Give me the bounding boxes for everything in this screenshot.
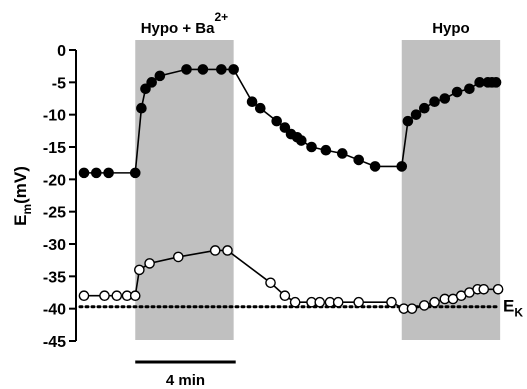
y-tick-label-3: -15 — [43, 140, 66, 157]
series-layer — [78, 64, 504, 314]
y-tick-label-4: -20 — [43, 172, 66, 189]
series-2-point-9 — [222, 245, 233, 256]
series-1-point-3 — [129, 167, 141, 179]
y-tick-label-8: -40 — [43, 302, 66, 319]
label-layer: Hypo + Ba2+ Hypo 4 min — [135, 10, 470, 389]
series-1-point-19 — [306, 141, 317, 153]
y-axis-title: Em(mV) — [11, 166, 34, 226]
treatment-band-1 — [135, 40, 234, 340]
y-tick-label-0: 0 — [57, 43, 66, 60]
series-1-point-24 — [396, 161, 408, 172]
series-1-point-5 — [140, 83, 151, 95]
series-2-point-17 — [353, 296, 365, 308]
band-label-1: Hypo + Ba2+ — [141, 10, 228, 37]
series-2-point-20 — [406, 303, 418, 314]
series-1-point-29 — [439, 93, 451, 104]
series-1-point-12 — [246, 96, 258, 108]
series-1-point-23 — [369, 161, 381, 172]
series-2-point-7 — [172, 251, 184, 263]
y-axis: 0 -5 -10 -15 -20 -25 -30 -35 -40 -45 Em(mV) — [11, 43, 77, 351]
series-1-point-10 — [216, 64, 227, 75]
series-1-point-25 — [402, 115, 414, 127]
series-1-point-9 — [197, 64, 209, 75]
series-2-point-14 — [314, 296, 326, 308]
series-1-point-15 — [279, 122, 291, 133]
series-1-point-0 — [78, 167, 90, 179]
bands-layer — [135, 40, 501, 340]
series-2-point-22 — [429, 296, 440, 308]
series-1-point-4 — [136, 102, 147, 114]
series-1-point-21 — [336, 148, 348, 159]
y-tick-label-2: -10 — [43, 108, 66, 125]
y-tick-label-9: -45 — [43, 334, 66, 351]
y-tick-label-5: -25 — [43, 205, 66, 222]
series-2-point-11 — [279, 290, 291, 302]
series-2-point-1 — [99, 290, 110, 302]
series-1-point-35 — [490, 77, 502, 88]
series-1-point-26 — [410, 109, 422, 120]
series-1-point-28 — [429, 96, 440, 108]
y-tick-label-7: -35 — [43, 269, 66, 286]
band-label-2: Hypo — [432, 20, 470, 37]
series-2-point-0 — [78, 290, 90, 302]
series-2-point-29 — [492, 283, 504, 295]
series-1-point-7 — [154, 70, 166, 82]
series-2-point-5 — [134, 264, 145, 276]
series-2-point-16 — [332, 296, 344, 308]
y-tick-label-6: -30 — [43, 237, 66, 254]
series-1-point-18 — [295, 135, 307, 146]
series-1-point-6 — [146, 77, 157, 88]
y-tick-label-1: -5 — [52, 75, 66, 92]
ek-label: EK — [503, 297, 523, 320]
series-2-point-2 — [111, 290, 123, 302]
series-1-point-2 — [103, 167, 114, 179]
series-1-point-14 — [271, 115, 283, 127]
series-2-point-12 — [289, 296, 301, 308]
series-1-point-27 — [418, 102, 430, 114]
series-2-point-28 — [478, 283, 490, 295]
series-1-point-8 — [181, 64, 192, 75]
series-2-point-10 — [265, 277, 276, 289]
series-1-point-1 — [91, 167, 102, 179]
series-2-point-4 — [129, 290, 141, 302]
series-1-point-22 — [353, 154, 365, 166]
series-2-point-21 — [418, 300, 430, 311]
series-2-point-6 — [144, 258, 155, 269]
series-2-point-18 — [386, 296, 397, 308]
series-1-point-20 — [320, 144, 332, 156]
series-2-point-8 — [209, 245, 221, 256]
series-1-point-30 — [451, 86, 463, 98]
series-1-point-13 — [254, 102, 266, 114]
series-1-point-31 — [464, 83, 475, 95]
series-1-point-11 — [228, 64, 239, 75]
scale-bar-label: 4 min — [166, 372, 205, 389]
